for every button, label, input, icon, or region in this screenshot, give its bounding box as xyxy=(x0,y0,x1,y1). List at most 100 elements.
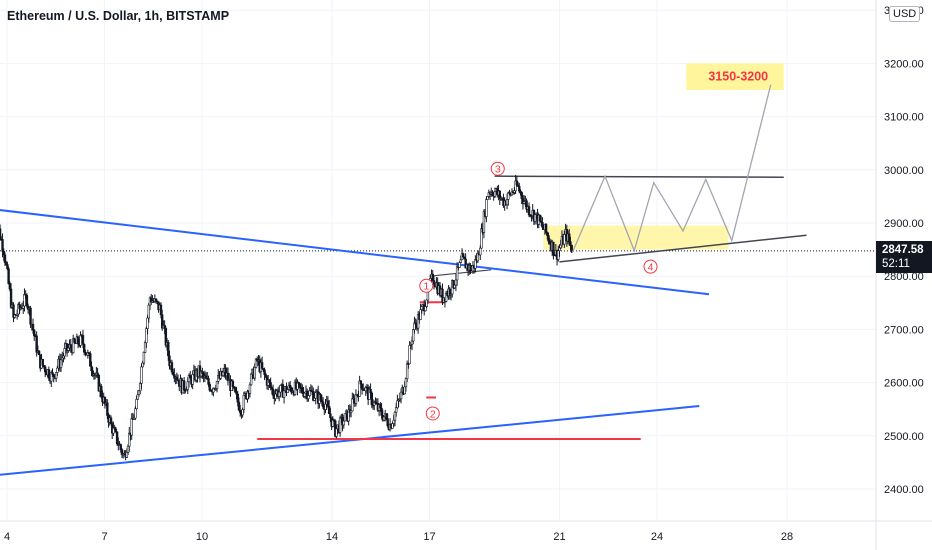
candle-body xyxy=(156,300,159,303)
candle-body xyxy=(319,394,322,401)
candle-body xyxy=(204,375,208,379)
target-label: 3150-3200 xyxy=(708,70,768,84)
wave-marker-3 xyxy=(490,161,505,176)
candle-body xyxy=(47,369,51,379)
candle-body xyxy=(73,338,76,343)
candle-body xyxy=(308,390,311,396)
candle-body xyxy=(130,418,133,436)
candle-body xyxy=(369,388,372,394)
candle-body xyxy=(541,222,544,228)
candle-body xyxy=(114,428,118,433)
y-tick-label: 2800.00 xyxy=(884,271,924,283)
candle-body xyxy=(271,388,275,396)
candle-body xyxy=(9,288,13,308)
candle-body xyxy=(277,391,281,397)
candle-body xyxy=(167,342,170,357)
candle-body xyxy=(12,304,15,318)
candle-body xyxy=(72,338,75,353)
candle-body xyxy=(139,383,142,392)
candle-body xyxy=(37,350,41,356)
candle-body xyxy=(410,340,414,345)
candle-body xyxy=(23,294,26,307)
candle-body xyxy=(182,380,186,391)
candle-body xyxy=(351,398,354,412)
candle-body xyxy=(189,375,192,379)
candle-body xyxy=(7,268,10,284)
candle-body xyxy=(559,244,562,249)
candle-body xyxy=(453,284,456,289)
currency-button[interactable]: USD xyxy=(889,6,921,22)
candle-body xyxy=(69,344,72,349)
grid xyxy=(0,0,876,521)
candle-body xyxy=(431,273,434,281)
candle-body xyxy=(454,279,458,286)
candle-body xyxy=(81,335,85,345)
x-tick-label: 28 xyxy=(781,531,793,543)
candle-body xyxy=(242,394,246,410)
chart-title: Ethereum / U.S. Dollar, 1h, BITSTAMP xyxy=(7,9,230,23)
candle-body xyxy=(552,241,555,256)
candle-body xyxy=(313,397,316,401)
candle-body xyxy=(137,390,141,396)
candle-body xyxy=(154,298,158,302)
candle-body xyxy=(22,305,25,309)
candle-body xyxy=(269,382,272,388)
candle-body xyxy=(187,375,191,383)
candle-body xyxy=(90,365,93,372)
wave-label-2: 2 xyxy=(430,408,436,420)
candle-body xyxy=(288,385,292,389)
candle-body xyxy=(321,401,325,408)
trendlines xyxy=(0,175,807,476)
candle-body xyxy=(432,280,436,285)
candle-body xyxy=(507,192,510,200)
candle-body xyxy=(486,196,489,200)
candle-body xyxy=(207,378,210,385)
candle-body xyxy=(544,223,548,233)
candle-body xyxy=(459,259,462,263)
candle-body xyxy=(354,394,358,404)
candle-body xyxy=(231,380,235,387)
trendline-rising-support xyxy=(559,234,807,263)
candle-body xyxy=(408,345,411,365)
candle-body xyxy=(392,419,395,424)
candle-body xyxy=(84,351,87,354)
last-price-tag: 2847.58 52:11 xyxy=(876,241,932,273)
x-tick-label: 21 xyxy=(553,531,565,543)
candle-body xyxy=(463,256,466,260)
candle-body xyxy=(115,431,119,444)
candle-body xyxy=(505,199,509,206)
wave-marker-1 xyxy=(419,278,434,293)
candle-body xyxy=(420,306,423,310)
candle-body xyxy=(164,327,168,346)
candle-body xyxy=(479,247,482,256)
candle-body xyxy=(100,385,103,397)
y-tick-label: 2400.00 xyxy=(884,484,924,496)
candle-body xyxy=(563,234,566,245)
candle-body xyxy=(558,247,561,252)
candle-body xyxy=(52,373,55,378)
candle-body xyxy=(236,393,239,403)
candle-body xyxy=(485,199,488,217)
candle-body xyxy=(249,373,253,386)
candle-body xyxy=(126,445,130,453)
candle-body xyxy=(51,372,54,375)
candle-body xyxy=(482,211,486,233)
candle-body xyxy=(548,240,551,244)
candle-body xyxy=(142,351,146,364)
candle-body xyxy=(234,387,237,393)
candle-body xyxy=(260,362,264,369)
x-tick-label: 4 xyxy=(4,531,10,543)
bar-countdown: 52:11 xyxy=(882,258,910,270)
candle-body xyxy=(569,241,572,246)
candle-body xyxy=(329,413,332,419)
candle-body xyxy=(253,367,257,379)
candle-body xyxy=(163,324,166,329)
candle-body xyxy=(343,413,347,422)
candle-body xyxy=(538,214,542,222)
candle-body xyxy=(476,252,480,262)
candle-body xyxy=(403,386,406,395)
candle-body xyxy=(568,233,571,243)
candle-body xyxy=(109,417,113,424)
